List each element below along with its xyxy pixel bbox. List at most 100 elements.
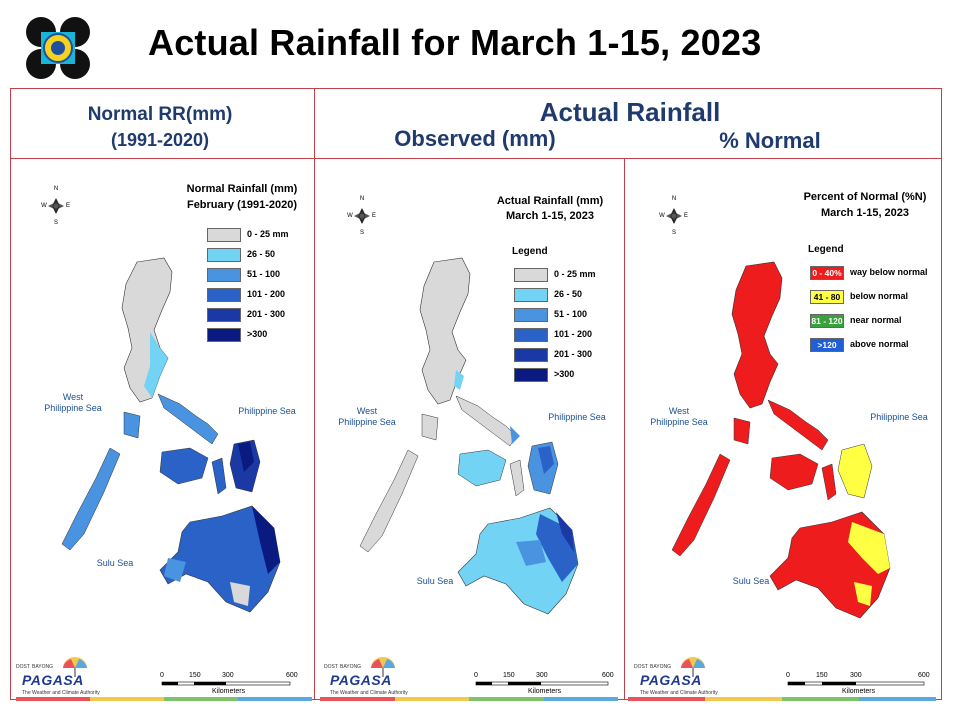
brand-bar-segment <box>782 697 859 701</box>
pagasa-tagline: The Weather and Climate Authority <box>330 690 408 696</box>
legend-swatch: >120 <box>810 338 844 352</box>
legend-label: 26 - 50 <box>247 249 276 259</box>
normal-rainfall-map <box>48 198 291 686</box>
legend-label: near normal <box>850 315 902 325</box>
bayong-label: BAYONG <box>32 664 54 670</box>
philippine-sea-label: Philippine Sea <box>238 406 296 416</box>
compass-n-label: N <box>671 196 677 202</box>
legend: 0 - 40% way below normal 41 - 80 below norm… <box>810 266 940 366</box>
sea-label-compass-n: N <box>53 186 59 192</box>
panel-title-line2: March 1-15, 2023 <box>505 210 595 222</box>
legend-swatch <box>207 228 241 242</box>
scale-label: 0 <box>786 672 790 679</box>
brand-bar-segment <box>628 697 705 701</box>
scale-label: 600 <box>602 672 614 679</box>
dost-label: DOST <box>16 664 30 670</box>
pagasa-brand: PAGASA <box>22 672 84 688</box>
percent-header: % Normal <box>719 128 821 153</box>
compass-icon <box>666 208 682 224</box>
pagasa-brand: PAGASA <box>330 672 392 688</box>
scale-unit: Kilometers <box>528 688 562 695</box>
brand-bar-segment <box>394 697 469 701</box>
divider <box>10 158 942 159</box>
scale-label: 300 <box>536 672 548 679</box>
legend-label: below normal <box>850 291 909 301</box>
legend-swatch <box>207 328 241 342</box>
legend-swatch: 81 - 120 <box>810 314 844 328</box>
bayong-label: BAYONG <box>650 664 672 670</box>
legend-swatch: 41 - 80 <box>810 290 844 304</box>
scale-unit: Kilometers <box>212 688 246 695</box>
legend-label: 101 - 200 <box>554 329 593 339</box>
sea-label-compass-e: E <box>65 203 70 209</box>
sea-label-compass-w: W <box>41 203 47 209</box>
umbrella-icon <box>680 656 706 683</box>
percent-normal-map <box>666 208 925 686</box>
legend-label: 26 - 50 <box>554 289 583 299</box>
brand-bar-segment <box>705 697 782 701</box>
legend-label: >300 <box>247 329 268 339</box>
legend-swatch <box>514 288 548 302</box>
legend-swatch <box>514 348 548 362</box>
pagasa-logo <box>24 16 92 80</box>
observed-rainfall-map <box>354 208 609 686</box>
brand-bar-segment <box>238 697 312 701</box>
legend-heading: Legend <box>808 244 844 255</box>
legend-swatch: 0 - 40% <box>810 266 844 280</box>
umbrella-icon <box>62 656 88 683</box>
legend-swatch <box>207 308 241 322</box>
slide-title: Actual Rainfall for March 1-15, 2023 <box>148 22 762 63</box>
dost-label: DOST <box>634 664 648 670</box>
normal-header-line1: Normal RR(mm) <box>87 104 233 125</box>
percent-normal-map-panel: Percent of Normal (%N) March 1-15, 2023 … <box>626 162 940 698</box>
scale-label: 0 <box>160 672 164 679</box>
west-sea-label: West Philippine Sea <box>44 392 102 413</box>
legend-swatch <box>207 248 241 262</box>
philippine-sea-label: Philippine Sea <box>870 412 928 422</box>
panel-title-line1: Actual Rainfall (mm) <box>496 195 604 207</box>
sea-label-compass-s: S <box>53 220 58 226</box>
compass-n-label: N <box>359 196 365 202</box>
normal-rainfall-map-panel: Normal Rainfall (mm) February (1991-2020… <box>12 162 313 698</box>
divider <box>624 158 625 700</box>
compass-icon <box>48 198 64 214</box>
legend-swatch <box>207 288 241 302</box>
legend-label: 201 - 300 <box>247 309 286 319</box>
sulu-sea-label: Sulu Sea <box>416 576 454 586</box>
observed-header: Observed (mm) <box>394 126 556 151</box>
sulu-sea-label: Sulu Sea <box>96 558 134 568</box>
compass-w-label: W <box>659 213 665 219</box>
compass-e-label: E <box>683 213 688 219</box>
brand-bar-segment <box>90 697 164 701</box>
legend-label: 0 - 25 mm <box>247 229 289 239</box>
compass-icon <box>354 208 370 224</box>
pagasa-brand: PAGASA <box>640 672 702 688</box>
compass-s-label: S <box>671 230 676 236</box>
panel-title-line1: Normal Rainfall (mm) <box>186 183 298 195</box>
legend-swatch <box>207 268 241 282</box>
scale-label: 300 <box>850 672 862 679</box>
scale-label: 0 <box>474 672 478 679</box>
west-sea-label: West Philippine Sea <box>338 406 396 427</box>
umbrella-icon <box>370 656 396 683</box>
legend-label: 201 - 300 <box>554 349 593 359</box>
panel-title-line1: Percent of Normal (%N) <box>803 191 927 203</box>
legend-label: >300 <box>554 369 575 379</box>
pagasa-tagline: The Weather and Climate Authority <box>22 690 100 696</box>
legend: 0 - 25 mm 26 - 50 51 - 100 101 - 200 201 - 3… <box>207 228 307 348</box>
brand-bar-segment <box>164 697 238 701</box>
brand-bar-segment <box>16 697 90 701</box>
compass-e-label: E <box>371 213 376 219</box>
scale-unit: Kilometers <box>842 688 876 695</box>
brand-bar-segment <box>320 697 395 701</box>
sulu-sea-label: Sulu Sea <box>732 576 770 586</box>
dost-label: DOST <box>324 664 338 670</box>
divider <box>314 88 315 700</box>
brand-bar-segment <box>469 697 544 701</box>
legend-swatch <box>514 308 548 322</box>
legend-swatch <box>514 368 548 382</box>
legend-swatch <box>514 268 548 282</box>
bayong-label: BAYONG <box>340 664 362 670</box>
observed-rainfall-map-panel: Actual Rainfall (mm) March 1-15, 2023 N … <box>316 162 622 698</box>
legend: 0 - 25 mm 26 - 50 51 - 100 101 - 200 201 - 3… <box>514 268 614 388</box>
